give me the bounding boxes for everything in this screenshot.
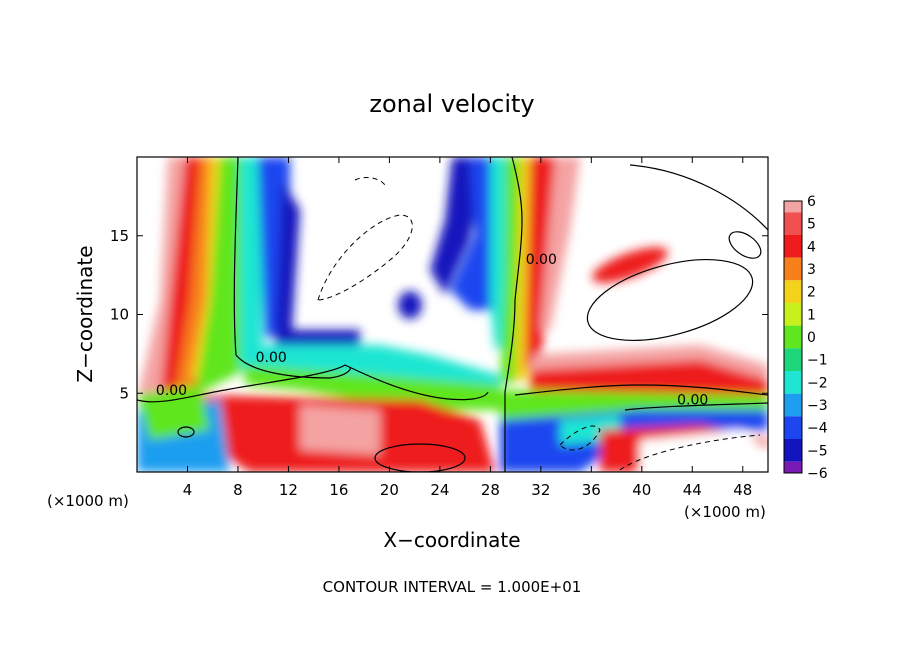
contour-interval-footer: CONTOUR INTERVAL = 1.000E+01 xyxy=(323,578,582,596)
colorbar-frame xyxy=(783,200,803,474)
field-region-lower-pink xyxy=(300,405,380,455)
contour-closed-right xyxy=(586,259,754,341)
field-region-left-cyan xyxy=(240,157,265,370)
colorbar-swatch xyxy=(784,371,802,394)
y-axis-label: Z−coordinate xyxy=(73,245,97,382)
contour-closed-small xyxy=(728,231,762,259)
contour-dashed-upper xyxy=(317,214,413,301)
contour-label: 0.00 xyxy=(256,350,287,366)
colorbar-swatch xyxy=(784,201,802,213)
x-axis-label: X−coordinate xyxy=(383,528,520,552)
contour-top-right xyxy=(629,164,768,231)
x-tick-label: 40 xyxy=(632,481,651,499)
contour-lines xyxy=(137,157,768,472)
field-region-left-green xyxy=(195,157,245,395)
field-core-right-red xyxy=(592,247,668,283)
colorbar-swatch xyxy=(784,416,802,439)
contour-closed-dot xyxy=(177,426,195,438)
contour-zero-right-lower xyxy=(624,402,768,411)
contour-label: 0.00 xyxy=(526,252,557,268)
colorbar-swatch xyxy=(784,393,802,417)
x-tick-label: 12 xyxy=(279,481,298,499)
y-axis: 5 10 15 xyxy=(110,227,768,402)
x-tick-label: 32 xyxy=(531,481,550,499)
colorbar-swatch xyxy=(784,303,802,326)
colorbar-label: 1 xyxy=(807,307,816,323)
field-core-mid-navy xyxy=(398,291,422,319)
colorbar-swatch xyxy=(784,325,802,349)
contour-label: 0.00 xyxy=(156,383,187,399)
y-tick-label: 15 xyxy=(110,227,129,245)
colorbar-swatch xyxy=(784,212,802,235)
contour-zero-lower-left xyxy=(137,364,489,403)
colorbar-label: −6 xyxy=(807,466,828,482)
contour-labels: 0.00 0.00 0.00 0.00 xyxy=(156,252,708,408)
colorbar-swatch xyxy=(784,257,802,281)
x-tick-label: 24 xyxy=(430,481,449,499)
colorbar-label: −2 xyxy=(807,375,828,391)
contour-dashed-top xyxy=(354,177,386,186)
x-tick-label: 20 xyxy=(380,481,399,499)
x-tick-label: 36 xyxy=(582,481,601,499)
field-region-right-green xyxy=(500,390,768,430)
chart-title: zonal velocity xyxy=(369,90,534,118)
contour-zero-right xyxy=(514,384,768,396)
colorbar-label: −5 xyxy=(807,443,828,459)
contour-label: 0.00 xyxy=(677,392,708,408)
contour-zero-center xyxy=(504,157,523,472)
colorbar-swatch xyxy=(784,439,802,462)
contour-closed-lower xyxy=(374,443,466,472)
plot-area xyxy=(137,157,768,472)
colorbar-label: 2 xyxy=(807,285,816,301)
colorbar-swatch xyxy=(784,461,802,473)
field-region-right-red xyxy=(530,360,768,400)
field-region-left-navy xyxy=(275,180,360,345)
colorbar-label: −4 xyxy=(807,421,828,437)
field-region-upper-navy xyxy=(430,157,485,295)
field-region-lower-left-green xyxy=(137,385,210,440)
colorbar-label: 6 xyxy=(807,194,816,210)
contour-dashed-lower-right xyxy=(619,434,761,471)
field-region-upper-pink xyxy=(540,157,580,330)
colorbar-label: 3 xyxy=(807,262,816,278)
x-axis-unit-left: (×1000 m) xyxy=(47,492,129,510)
x-axis: 4 8 12 16 20 24 28 32 36 40 44 48 xyxy=(183,157,752,499)
velocity-field xyxy=(137,157,768,472)
colorbar-swatch xyxy=(784,280,802,303)
x-tick-label: 4 xyxy=(183,481,193,499)
x-tick-label: 16 xyxy=(329,481,348,499)
colorbar-label: −3 xyxy=(807,398,828,414)
x-axis-unit-right: (×1000 m) xyxy=(684,503,766,521)
colorbar-label: 5 xyxy=(807,217,816,233)
x-tick-label: 8 xyxy=(233,481,243,499)
x-tick-label: 28 xyxy=(481,481,500,499)
y-tick-label: 5 xyxy=(119,384,129,402)
colorbar-swatch xyxy=(784,348,802,371)
colorbar: 6 5 4 3 2 1 0 −1 −2 −3 −4 −5 −6 xyxy=(783,194,828,482)
contour-lines-negative xyxy=(317,177,761,471)
field-region-right-lower-white xyxy=(640,430,768,472)
colorbar-label: 4 xyxy=(807,239,816,255)
colorbar-label: −1 xyxy=(807,353,828,369)
field-region-upper-blue xyxy=(450,157,500,310)
contour-zero-left xyxy=(233,157,351,379)
contour-dashed-lower xyxy=(559,425,601,451)
x-tick-label: 48 xyxy=(733,481,752,499)
x-tick-label: 44 xyxy=(683,481,702,499)
y-tick-label: 10 xyxy=(110,306,129,324)
colorbar-swatch xyxy=(784,235,802,258)
colorbar-label: 0 xyxy=(807,330,816,346)
